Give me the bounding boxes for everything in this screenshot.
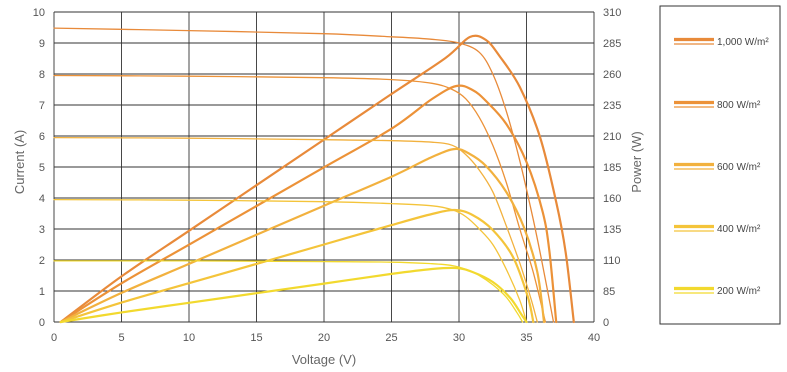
x-tick-label: 15 <box>250 332 262 344</box>
y2-tick-label: 210 <box>603 131 621 143</box>
x-tick-label: 5 <box>118 332 124 344</box>
x-tick-labels: 0 5 10 15 20 25 30 35 40 <box>51 332 600 344</box>
y-tick-label: 2 <box>39 255 45 267</box>
legend-label: 600 W/m² <box>717 162 761 173</box>
x-tick-label: 30 <box>453 332 465 344</box>
legend-label: 800 W/m² <box>717 100 761 111</box>
y2-tick-label: 260 <box>603 69 621 81</box>
y2-tick-label: 310 <box>603 7 621 19</box>
x-axis-label: Voltage (V) <box>292 352 356 367</box>
y2-tick-label: 85 <box>603 286 615 298</box>
x-tick-label: 35 <box>520 332 532 344</box>
y-tick-label: 1 <box>39 286 45 298</box>
legend-label: 200 W/m² <box>717 286 761 297</box>
y-tick-label: 10 <box>33 7 45 19</box>
x-tick-label: 10 <box>183 332 195 344</box>
y2-tick-label: 160 <box>603 193 621 205</box>
y-tick-label: 4 <box>39 193 45 205</box>
legend: 1,000 W/m² 800 W/m² 600 W/m² 400 W/m² 200 W/… <box>659 5 781 325</box>
y2-tick-labels: 0 85 110 135 160 185 210 235 260 285 310 <box>603 7 621 329</box>
series-power-600-w-m- <box>59 147 546 324</box>
y-tick-label: 5 <box>39 162 45 174</box>
y2-tick-label: 0 <box>603 317 609 329</box>
y-tick-label: 7 <box>39 100 45 112</box>
series-group <box>53 27 575 324</box>
series-current-800-w-m- <box>53 74 547 323</box>
series-current-200-w-m- <box>53 260 524 323</box>
y2-tick-label: 110 <box>603 255 621 267</box>
y-tick-label: 9 <box>39 38 45 50</box>
y2-tick-label: 135 <box>603 224 621 236</box>
y-axis-label: Current (A) <box>12 130 27 194</box>
legend-label: 1,000 W/m² <box>717 37 769 48</box>
legend-label: 400 W/m² <box>717 224 761 235</box>
series-power-400-w-m- <box>59 208 535 324</box>
series-current-1-000-w-m- <box>53 27 555 323</box>
y2-axis-label: Power (W) <box>629 131 644 192</box>
y-tick-label: 0 <box>39 317 45 329</box>
x-tick-label: 25 <box>385 332 397 344</box>
x-tick-label: 40 <box>588 332 600 344</box>
x-tick-label: 0 <box>51 332 57 344</box>
series-power-1-000-w-m- <box>59 34 575 324</box>
series-power-800-w-m- <box>59 84 558 324</box>
y2-tick-label: 285 <box>603 38 621 50</box>
y2-tick-label: 235 <box>603 100 621 112</box>
y-tick-labels: 0 1 2 3 4 5 6 7 8 9 10 <box>33 7 45 329</box>
y-tick-label: 3 <box>39 224 45 236</box>
y-tick-label: 6 <box>39 131 45 143</box>
y2-tick-label: 185 <box>603 162 621 174</box>
series-power-200-w-m- <box>59 266 528 324</box>
x-tick-label: 20 <box>318 332 330 344</box>
series-current-600-w-m- <box>53 136 538 323</box>
y-tick-label: 8 <box>39 69 45 81</box>
